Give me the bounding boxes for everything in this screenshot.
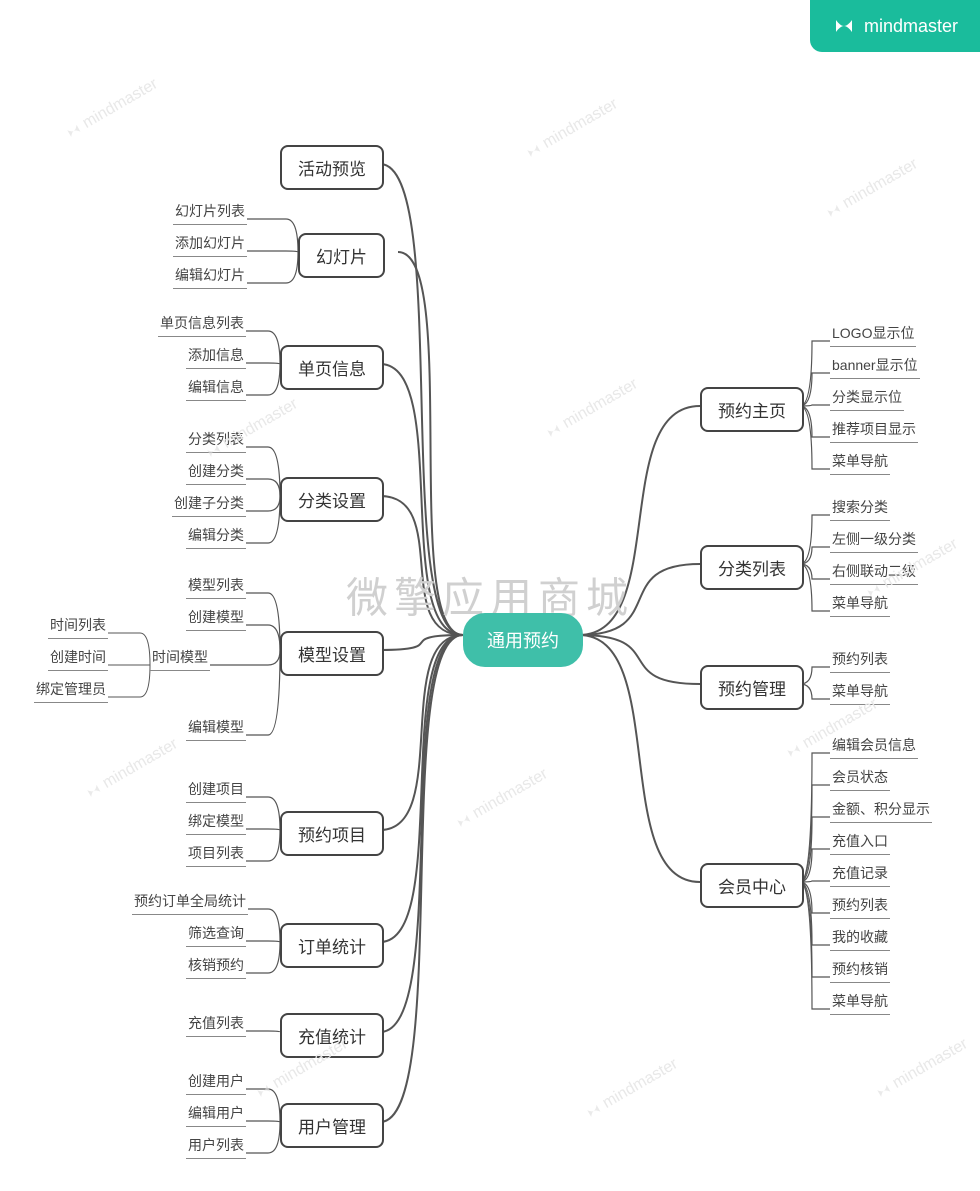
leaf-b5-0: 模型列表 (186, 575, 246, 599)
leaf-r4-1: 会员状态 (830, 767, 890, 791)
leaf-b3-0: 单页信息列表 (158, 313, 246, 337)
leaf-b4-3: 编辑分类 (186, 525, 246, 549)
leaf-b4-1: 创建分类 (186, 461, 246, 485)
branch-r1: 预约主页 (700, 387, 804, 432)
leaf-b4-0: 分类列表 (186, 429, 246, 453)
watermark: mindmaster (542, 375, 641, 442)
root-node: 通用预约 (463, 613, 583, 667)
branch-b4: 分类设置 (280, 477, 384, 522)
branch-b9: 用户管理 (280, 1103, 384, 1148)
leaf-b2-0: 幻灯片列表 (173, 201, 247, 225)
leaf-b3-2: 编辑信息 (186, 377, 246, 401)
leaf-b5-3: 编辑模型 (186, 717, 246, 741)
leaf-b8-0: 充值列表 (186, 1013, 246, 1037)
subleaf-b5-2-2: 绑定管理员 (34, 679, 108, 703)
branch-b5: 模型设置 (280, 631, 384, 676)
leaf-b3-1: 添加信息 (186, 345, 246, 369)
leaf-r4-2: 金额、积分显示 (830, 799, 932, 823)
leaf-b2-2: 编辑幻灯片 (173, 265, 247, 289)
branch-r2: 分类列表 (700, 545, 804, 590)
branch-b7: 订单统计 (280, 923, 384, 968)
leaf-b7-2: 核销预约 (186, 955, 246, 979)
leaf-b9-1: 编辑用户 (186, 1103, 246, 1127)
branch-b6: 预约项目 (280, 811, 384, 856)
leaf-r3-1: 菜单导航 (830, 681, 890, 705)
branch-b2: 幻灯片 (298, 233, 385, 278)
watermark: mindmaster (872, 1035, 971, 1102)
branch-b8: 充值统计 (280, 1013, 384, 1058)
leaf-r4-5: 预约列表 (830, 895, 890, 919)
leaf-r2-2: 右侧联动二级 (830, 561, 918, 585)
leaf-r4-0: 编辑会员信息 (830, 735, 918, 759)
watermark: mindmaster (822, 155, 921, 222)
leaf-r4-7: 预约核销 (830, 959, 890, 983)
leaf-b9-2: 用户列表 (186, 1135, 246, 1159)
watermark: mindmaster (522, 95, 621, 162)
leaf-b7-1: 筛选查询 (186, 923, 246, 947)
leaf-b4-2: 创建子分类 (172, 493, 246, 517)
watermark: mindmaster (62, 75, 161, 142)
leaf-r4-8: 菜单导航 (830, 991, 890, 1015)
branch-b3: 单页信息 (280, 345, 384, 390)
branch-r3: 预约管理 (700, 665, 804, 710)
leaf-b6-0: 创建项目 (186, 779, 246, 803)
mindmaster-icon (832, 14, 856, 38)
leaf-b2-1: 添加幻灯片 (173, 233, 247, 257)
leaf-r1-0: LOGO显示位 (830, 323, 916, 347)
leaf-b7-0: 预约订单全局统计 (132, 891, 248, 915)
leaf-b6-2: 项目列表 (186, 843, 246, 867)
logo-badge: mindmaster (810, 0, 980, 52)
watermark: mindmaster (82, 735, 181, 802)
leaf-b5-2: 时间模型 (150, 647, 210, 671)
leaf-r4-3: 充值入口 (830, 831, 890, 855)
leaf-r1-2: 分类显示位 (830, 387, 904, 411)
watermark: mindmaster (452, 765, 551, 832)
branch-b1: 活动预览 (280, 145, 384, 190)
leaf-r1-3: 推荐项目显示 (830, 419, 918, 443)
subleaf-b5-2-0: 时间列表 (48, 615, 108, 639)
leaf-r2-3: 菜单导航 (830, 593, 890, 617)
watermark: mindmaster (582, 1055, 681, 1122)
leaf-b5-1: 创建模型 (186, 607, 246, 631)
logo-text: mindmaster (864, 16, 958, 37)
leaf-r4-6: 我的收藏 (830, 927, 890, 951)
leaf-b6-1: 绑定模型 (186, 811, 246, 835)
leaf-r4-4: 充值记录 (830, 863, 890, 887)
leaf-r2-0: 搜索分类 (830, 497, 890, 521)
subleaf-b5-2-1: 创建时间 (48, 647, 108, 671)
leaf-r2-1: 左侧一级分类 (830, 529, 918, 553)
leaf-r1-1: banner显示位 (830, 355, 920, 379)
leaf-r1-4: 菜单导航 (830, 451, 890, 475)
branch-r4: 会员中心 (700, 863, 804, 908)
leaf-b9-0: 创建用户 (186, 1071, 246, 1095)
leaf-r3-0: 预约列表 (830, 649, 890, 673)
